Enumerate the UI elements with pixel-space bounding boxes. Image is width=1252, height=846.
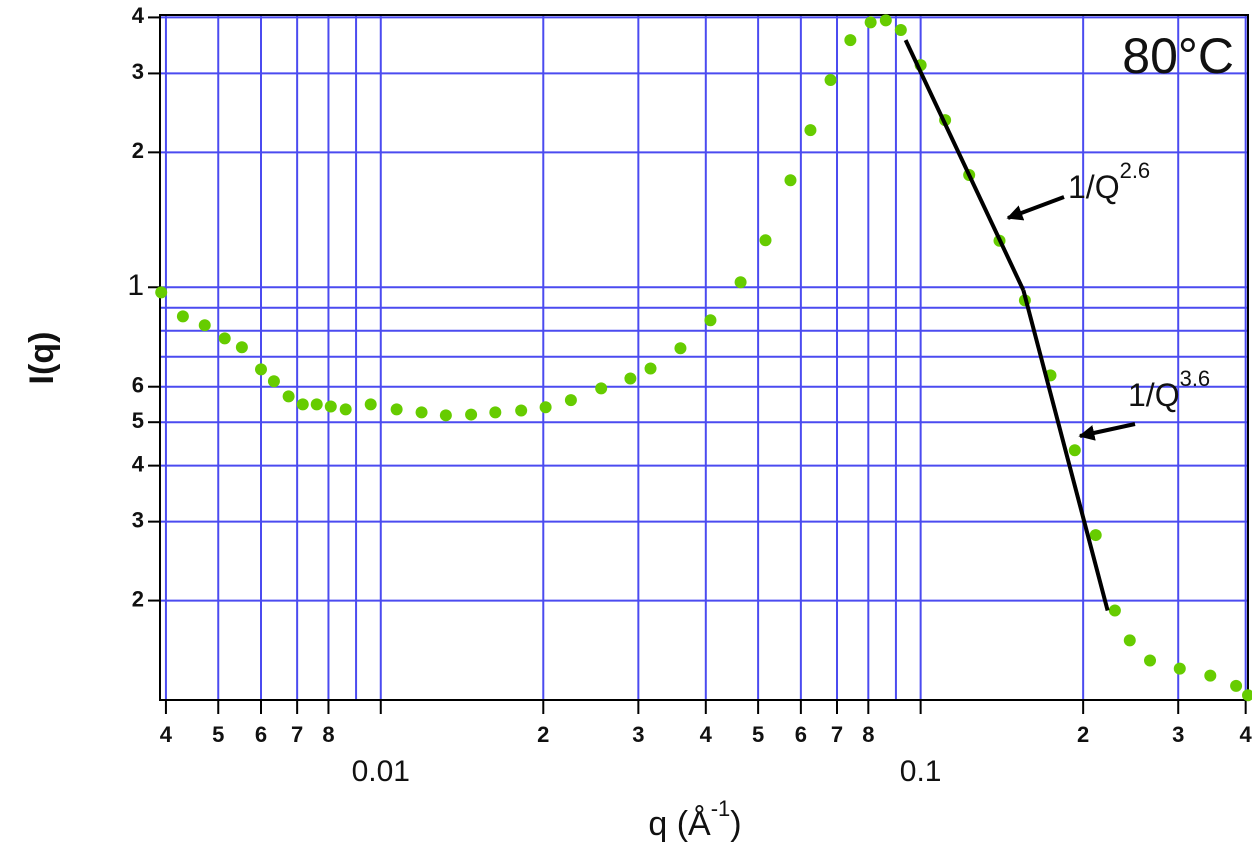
data-point xyxy=(155,286,168,299)
x-axis-label: q (Å-1) xyxy=(648,796,741,843)
data-point xyxy=(864,16,877,29)
data-point xyxy=(1230,679,1243,692)
x-axis-label-sup: -1 xyxy=(711,796,731,821)
y-tick-label: 2 xyxy=(132,138,144,163)
data-point xyxy=(734,276,747,289)
fit-label-text: 1/Q xyxy=(1128,377,1180,413)
fit-line xyxy=(1021,289,1110,612)
data-point xyxy=(198,319,211,332)
y-tick-label: 6 xyxy=(132,373,144,398)
data-point xyxy=(310,398,323,411)
data-point xyxy=(439,409,452,422)
data-point xyxy=(390,403,403,416)
fit-exponent: 3.6 xyxy=(1180,366,1211,391)
data-point xyxy=(704,314,717,327)
data-point xyxy=(489,406,502,419)
data-point xyxy=(324,400,337,413)
data-point xyxy=(465,408,478,421)
x-tick-label: 4 xyxy=(700,722,713,747)
fit-label: 1/Q3.6 xyxy=(1128,366,1210,414)
data-point xyxy=(894,23,907,36)
data-point xyxy=(1068,444,1081,457)
x-tick-label: 7 xyxy=(291,722,303,747)
data-point xyxy=(176,310,189,323)
data-point xyxy=(364,398,377,411)
x-axis-label-tail: ) xyxy=(730,805,741,843)
y-tick-label: 5 xyxy=(132,408,144,433)
data-point xyxy=(339,403,352,416)
annotation-arrow xyxy=(1006,195,1065,221)
data-point xyxy=(539,401,552,414)
x-tick-label: 0.01 xyxy=(352,755,410,788)
data-point xyxy=(282,390,295,403)
data-point xyxy=(674,342,687,355)
y-tick-label: 3 xyxy=(132,507,144,532)
data-point xyxy=(844,34,857,47)
x-tick-label: 5 xyxy=(212,722,224,747)
data-point xyxy=(515,404,528,417)
data-point xyxy=(644,362,657,375)
x-axis-label-text: q (Å xyxy=(648,805,711,843)
fit-label: 1/Q2.6 xyxy=(1068,158,1150,206)
data-point xyxy=(1108,604,1121,617)
x-tick-label: 5 xyxy=(752,722,764,747)
data-point xyxy=(235,341,248,354)
x-tick-label: 6 xyxy=(795,722,807,747)
data-point xyxy=(1173,662,1186,675)
data-point xyxy=(824,74,837,87)
x-tick-label: 8 xyxy=(322,722,334,747)
data-point xyxy=(1242,689,1252,702)
y-tick-label: 4 xyxy=(132,451,145,476)
x-tick-label: 2 xyxy=(537,722,549,747)
fit-label-text: 1/Q xyxy=(1068,169,1120,205)
data-point xyxy=(267,375,280,388)
data-point xyxy=(624,372,637,385)
x-tick-label: 3 xyxy=(1172,722,1184,747)
data-point xyxy=(296,398,309,411)
data-point xyxy=(415,406,428,419)
data-point xyxy=(1123,634,1136,647)
data-point xyxy=(218,332,231,345)
x-tick-label: 7 xyxy=(831,722,843,747)
y-tick-label: 3 xyxy=(132,59,144,84)
x-tick-label: 3 xyxy=(632,722,644,747)
y-axis-label: I(q) xyxy=(23,332,61,385)
x-tick-label: 4 xyxy=(160,722,173,747)
plot-frame xyxy=(159,14,1249,701)
x-tick-label: 8 xyxy=(862,722,874,747)
data-point xyxy=(784,174,797,187)
data-point xyxy=(255,363,268,376)
x-tick-label: 6 xyxy=(255,722,267,747)
data-point xyxy=(759,234,772,247)
chart-title: 80°C xyxy=(1122,28,1234,84)
data-point xyxy=(804,124,817,137)
data-point xyxy=(1204,669,1217,682)
x-tick-label: 4 xyxy=(1240,722,1252,747)
data-point xyxy=(564,394,577,407)
fit-line xyxy=(903,39,1026,292)
x-tick-label: 0.1 xyxy=(900,755,942,788)
y-tick-label: 2 xyxy=(132,586,144,611)
data-point xyxy=(595,382,608,395)
y-tick-label: 4 xyxy=(132,3,145,28)
annotation-arrow xyxy=(1078,422,1136,441)
data-point xyxy=(879,14,892,27)
fit-exponent: 2.6 xyxy=(1120,158,1151,183)
x-tick-label: 2 xyxy=(1077,722,1089,747)
y-tick-label: 1 xyxy=(127,269,144,302)
data-point xyxy=(1089,529,1102,542)
data-point xyxy=(1144,654,1157,667)
